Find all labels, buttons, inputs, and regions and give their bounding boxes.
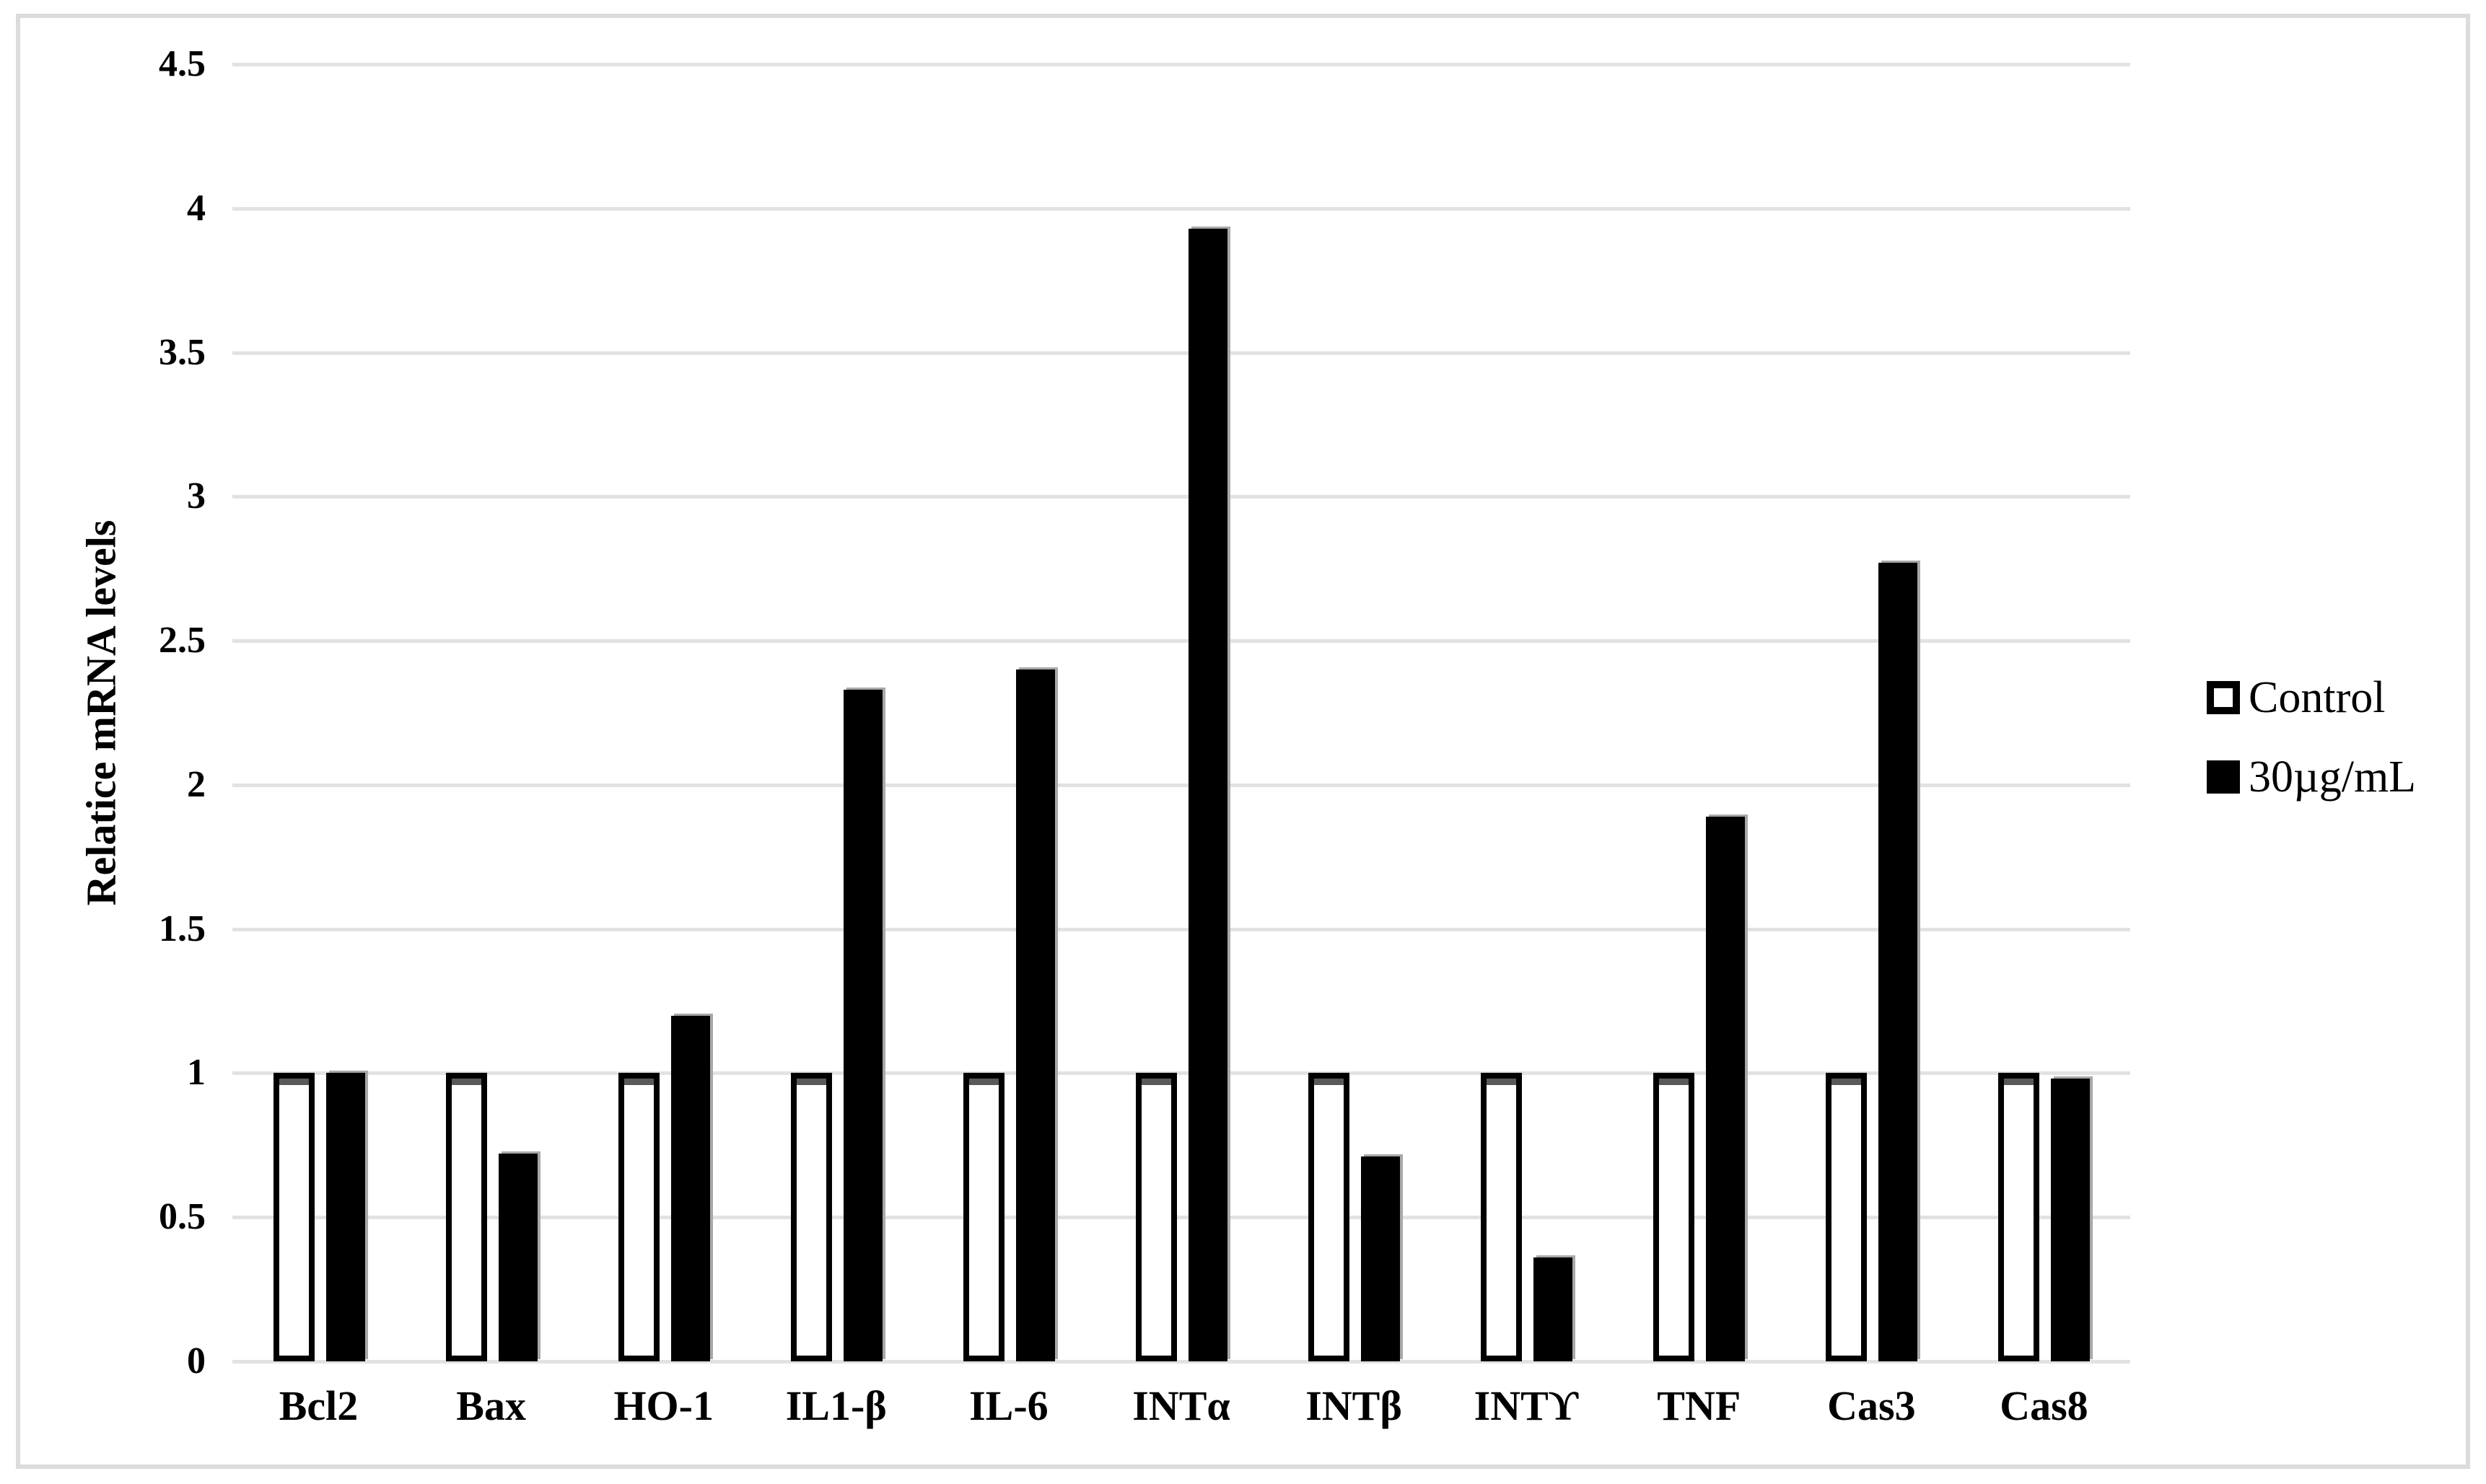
bar-control-IL-6 (963, 1073, 1005, 1361)
x-axis-label-Bcl2: Bcl2 (279, 1382, 359, 1429)
y-tick-label-0.5: 0.5 (159, 1196, 206, 1238)
y-tick-label-3.5: 3.5 (159, 331, 206, 373)
y-tick-label-1.5: 1.5 (159, 908, 206, 949)
legend-item-treatment: 30µg/mL (2207, 753, 2416, 801)
x-axis-label-IL1-β: IL1-β (785, 1382, 887, 1429)
bar-control-INTϒ (1481, 1073, 1523, 1361)
y-tick-label-0: 0 (187, 1340, 206, 1382)
bar-treatment-Cas8 (2051, 1079, 2091, 1361)
bar-control-INTα (1136, 1073, 1177, 1361)
legend-item-control: Control (2207, 674, 2416, 721)
x-axis-label-TNF: TNF (1657, 1382, 1741, 1429)
bar-treatment-IL-6 (1015, 669, 1055, 1361)
bar-control-Cas3 (1826, 1073, 1868, 1361)
gridline-y-4.5 (232, 63, 2130, 66)
x-axis-label-INTα: INTα (1132, 1382, 1230, 1429)
bar-treatment-INTβ (1361, 1156, 1401, 1361)
bar-treatment-INTϒ (1533, 1257, 1573, 1361)
gridline-y-2 (232, 783, 2130, 787)
bar-treatment-Bcl2 (325, 1073, 365, 1361)
bar-treatment-TNF (1706, 817, 1746, 1361)
bar-control-TNF (1653, 1073, 1695, 1361)
bar-treatment-INTα (1189, 229, 1227, 1361)
y-tick-label-3: 3 (187, 475, 206, 517)
x-axis-label-Cas8: Cas8 (2000, 1382, 2088, 1429)
y-tick-label-4.5: 4.5 (159, 43, 206, 84)
gridline-y-0.5 (232, 1216, 2130, 1220)
bar-treatment-Cas3 (1878, 563, 1918, 1361)
plot-area (232, 63, 2130, 1364)
bar-control-INTβ (1308, 1073, 1350, 1361)
gridline-y-3.5 (232, 351, 2130, 355)
y-tick-label-2: 2 (187, 763, 206, 805)
bar-control-IL1-β (790, 1073, 832, 1361)
gridline-y-2.5 (232, 639, 2130, 644)
y-tick-label-1: 1 (187, 1052, 206, 1094)
bar-control-Bcl2 (273, 1073, 315, 1361)
gridline-y-1.5 (232, 927, 2130, 931)
y-tick-label-4: 4 (187, 187, 206, 229)
y-axis-title: Relatice mRNA levels (77, 519, 125, 906)
legend-treatment-label: 30µg/mL (2249, 752, 2417, 802)
x-axis-label-IL-6: IL-6 (969, 1382, 1049, 1429)
x-axis-label-Cas3: Cas3 (1827, 1382, 1916, 1429)
legend-control-label: Control (2249, 673, 2386, 722)
bar-control-Cas8 (1998, 1073, 2040, 1361)
x-axis-label-Bax: Bax (456, 1382, 526, 1429)
legend-control-swatch-icon (2207, 681, 2240, 714)
x-axis-label-INTβ: INTβ (1305, 1382, 1402, 1429)
legend: Control 30µg/mL (2207, 674, 2416, 801)
gridline-y-4 (232, 206, 2130, 211)
gridline-y-3 (232, 495, 2130, 499)
bar-treatment-Bax (498, 1154, 538, 1361)
bar-treatment-HO-1 (670, 1016, 710, 1361)
y-tick-label-2.5: 2.5 (159, 620, 206, 662)
legend-treatment-swatch-icon (2207, 760, 2240, 794)
bar-control-Bax (445, 1073, 487, 1361)
gridline-y-0 (232, 1360, 2130, 1364)
x-axis-label-HO-1: HO-1 (613, 1382, 714, 1429)
gridline-y-1 (232, 1071, 2130, 1076)
x-axis-label-INTϒ: INTϒ (1474, 1382, 1579, 1429)
bar-control-HO-1 (618, 1073, 660, 1361)
bar-treatment-IL1-β (843, 690, 883, 1361)
